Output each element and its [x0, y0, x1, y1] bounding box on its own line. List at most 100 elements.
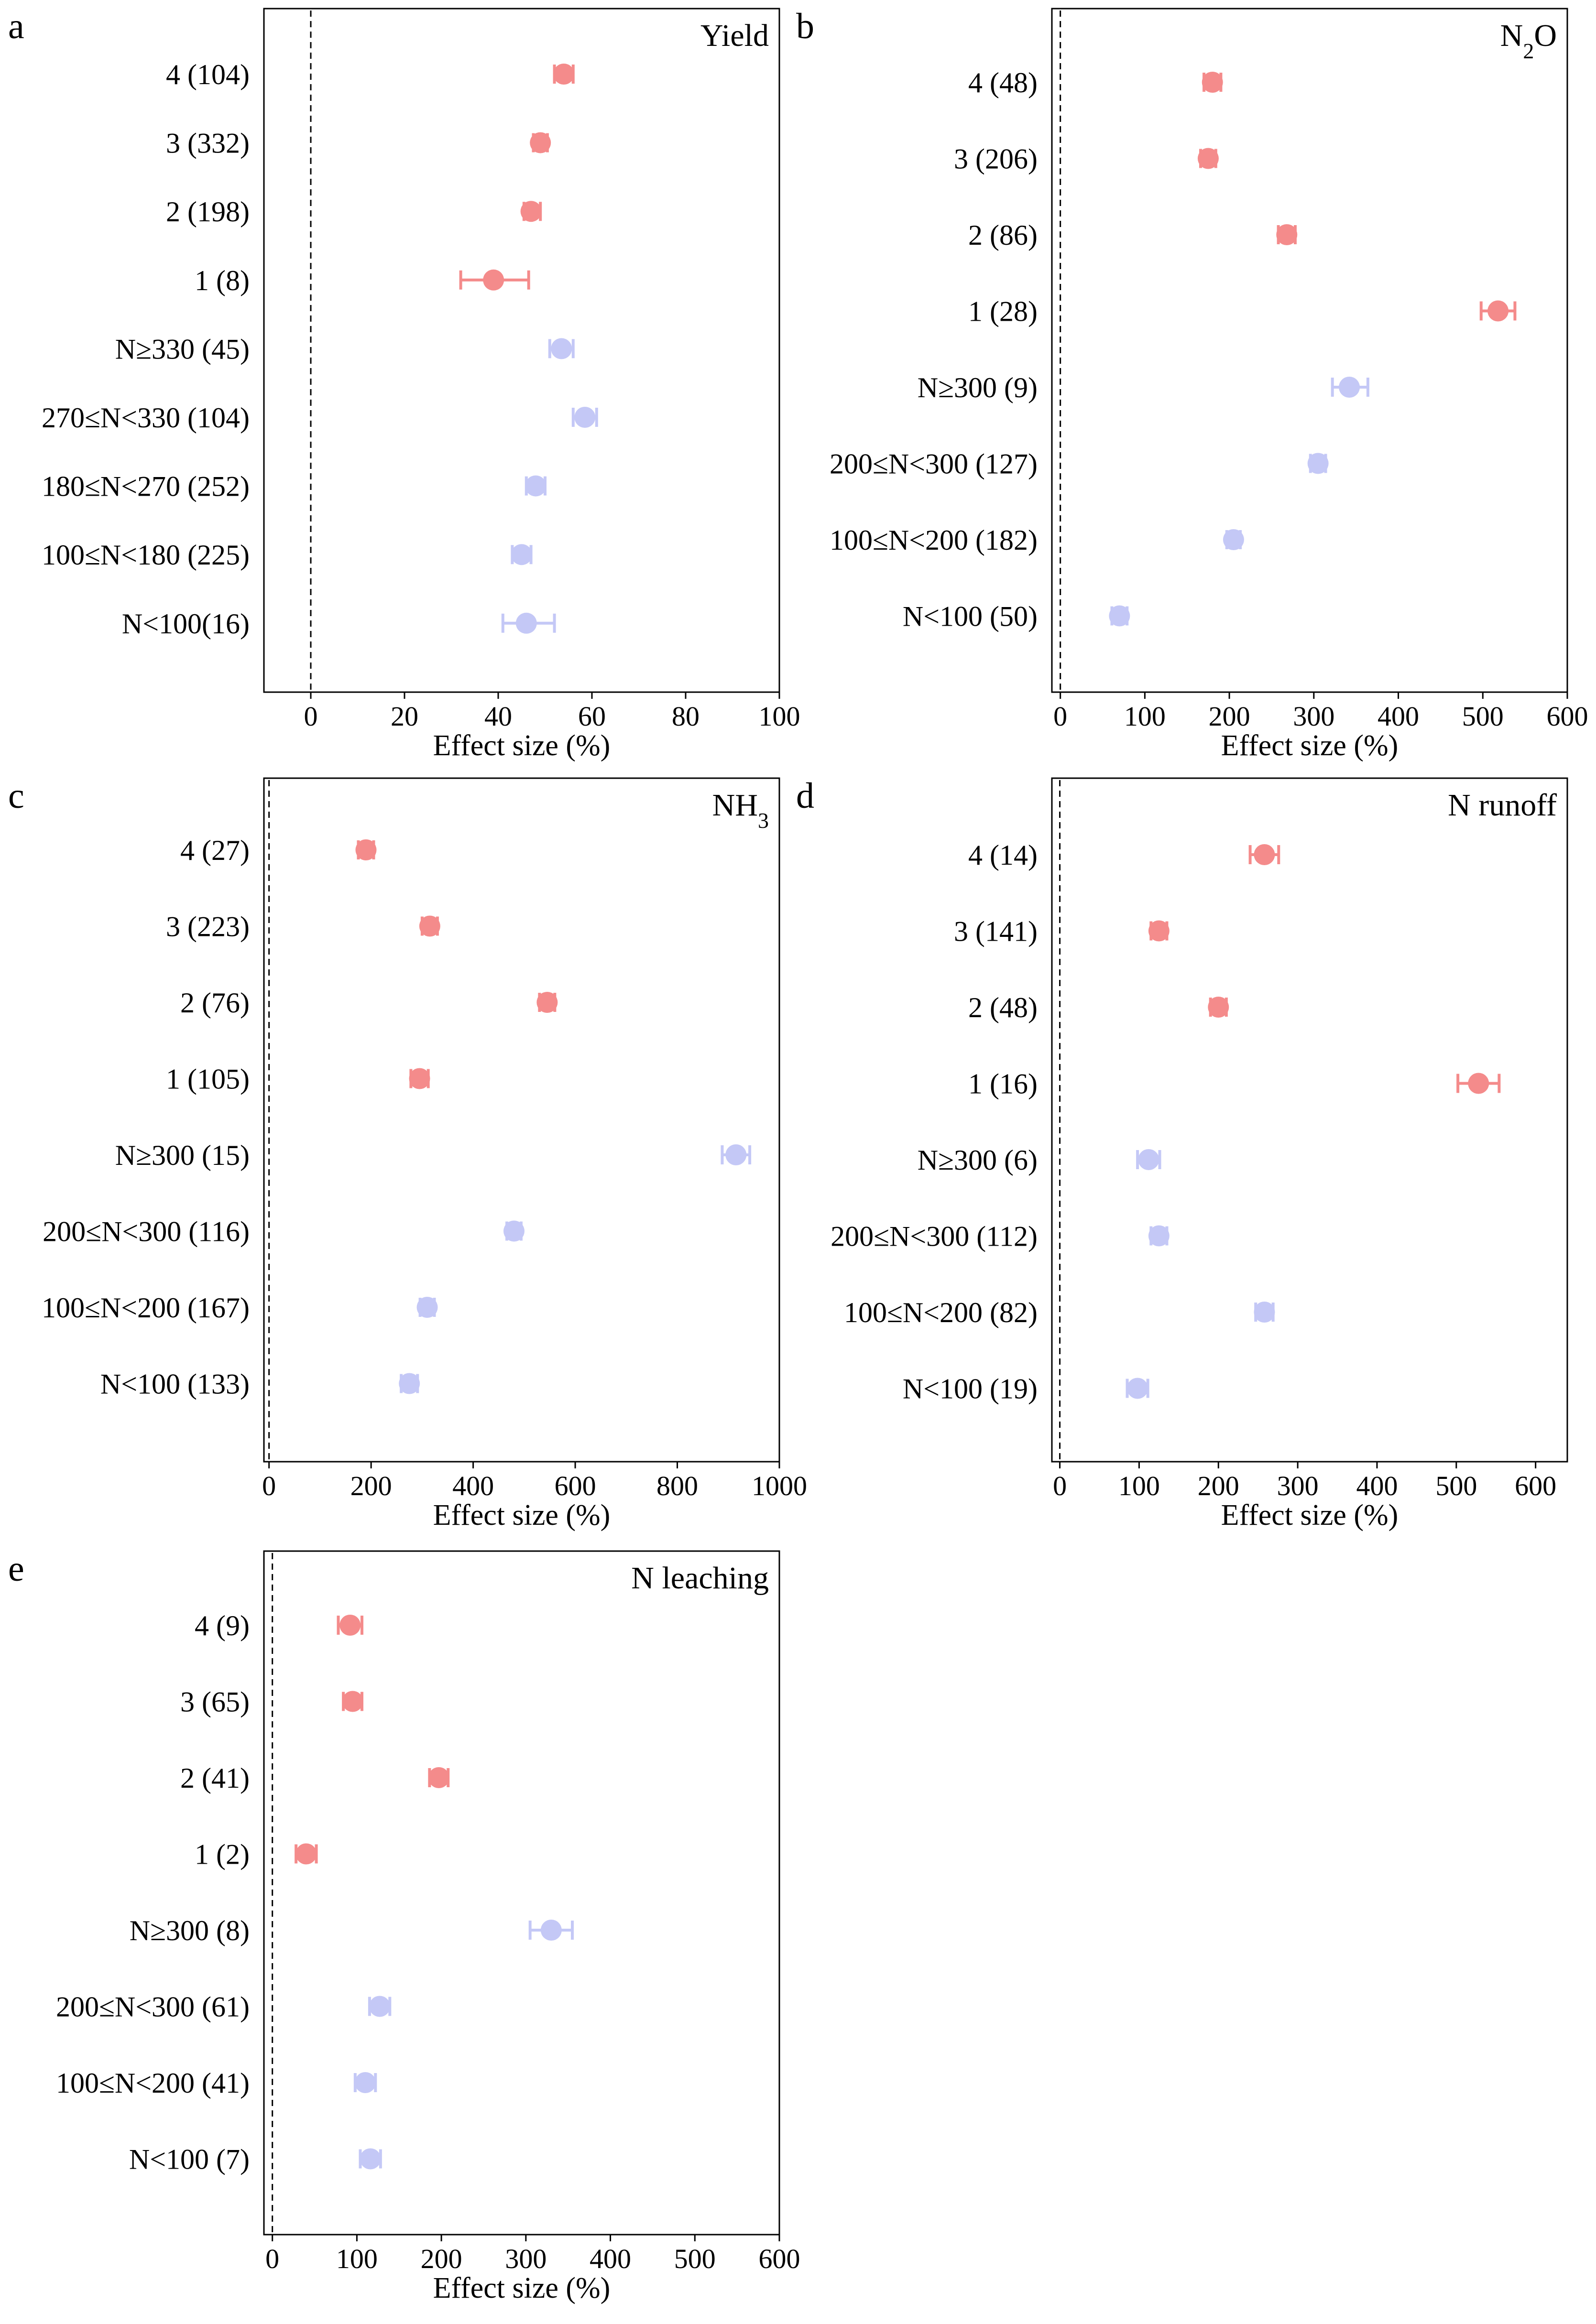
category-label: 3 (141)	[954, 916, 1038, 947]
x-axis-label: Effect size (%)	[433, 2272, 611, 2304]
category-label: 3 (332)	[166, 128, 250, 159]
x-tick-label: 0	[262, 1470, 276, 1501]
category-label: 4 (48)	[968, 67, 1038, 98]
effect-point	[1339, 377, 1360, 398]
category-label: 270≤N<330 (104)	[42, 402, 250, 434]
x-tick-label: 80	[672, 701, 700, 732]
effect-point	[725, 1144, 747, 1165]
category-label: 2 (86)	[968, 219, 1038, 251]
panel-letter: a	[8, 6, 24, 46]
effect-point	[1254, 844, 1275, 865]
category-label: N<100 (133)	[100, 1368, 250, 1400]
effect-point	[1138, 1149, 1159, 1170]
effect-point	[360, 2148, 381, 2170]
effect-point	[511, 544, 532, 565]
panel-title: Yield	[700, 18, 769, 53]
effect-point	[419, 915, 440, 937]
x-tick-label: 400	[590, 2243, 631, 2274]
x-axis-label: Effect size (%)	[1221, 1499, 1399, 1531]
category-label: 2 (41)	[180, 1762, 250, 1794]
x-tick-label: 0	[1053, 1470, 1067, 1501]
panel-e: e N leaching 0 100 200 300 400 500 600 Effect siz…	[8, 1549, 800, 2304]
category-label: 200≤N<300 (112)	[831, 1221, 1038, 1252]
effect-point	[1148, 920, 1170, 942]
x-tick-label: 100	[759, 701, 800, 732]
plot-frame	[1051, 8, 1568, 693]
category-label: 1 (2)	[195, 1839, 250, 1870]
category-label: 2 (76)	[180, 987, 250, 1019]
category-label: N<100 (7)	[129, 2144, 250, 2175]
effect-point	[428, 1767, 449, 1788]
category-label: 100≤N<200 (167)	[42, 1292, 250, 1324]
effect-point	[1208, 997, 1229, 1018]
category-label: 3 (223)	[166, 911, 250, 943]
effect-point	[1254, 1302, 1275, 1323]
category-label: 4 (104)	[166, 59, 250, 90]
category-label: 4 (9)	[195, 1610, 250, 1641]
x-tick-label: 500	[1462, 701, 1504, 732]
x-tick-label: 0	[1053, 701, 1067, 732]
x-tick-label: 400	[1356, 1470, 1398, 1501]
effect-point	[515, 612, 537, 634]
category-label: 100≤N<200 (41)	[56, 2067, 250, 2099]
panel-c: c NH3 0 200 400 600 800 1000 Effect size (%) 4 (2…	[8, 776, 807, 1531]
category-label: 3 (65)	[180, 1686, 250, 1718]
category-label: 4 (27)	[180, 835, 250, 866]
x-tick-label: 400	[1377, 701, 1419, 732]
effect-point	[520, 201, 542, 222]
effect-point	[525, 475, 547, 497]
category-label: 200≤N<300 (61)	[56, 1991, 250, 2023]
category-label: 100≤N<200 (182)	[830, 524, 1038, 556]
effect-point	[536, 992, 558, 1013]
category-label: 200≤N<300 (127)	[830, 448, 1038, 480]
effect-point	[1307, 453, 1329, 474]
category-label: N≥330 (45)	[115, 333, 250, 365]
category-label: 4 (14)	[968, 839, 1038, 871]
x-tick-label: 100	[336, 2243, 378, 2274]
x-tick-label: 500	[674, 2243, 716, 2274]
x-tick-label: 20	[391, 701, 418, 732]
x-axis-label: Effect size (%)	[433, 729, 611, 762]
x-axis-label: Effect size (%)	[1221, 729, 1399, 762]
category-label: 1 (8)	[195, 265, 250, 296]
effect-point	[295, 1843, 317, 1865]
effect-point	[1468, 1073, 1489, 1094]
effect-point	[574, 407, 596, 428]
effect-point	[1487, 300, 1509, 322]
panel-a: a Yield 0 20 40 60 80 100 Effect size (%) 4 (104)…	[8, 6, 800, 762]
x-tick-label: 800	[656, 1470, 698, 1501]
x-tick-label: 600	[1515, 1470, 1556, 1501]
x-tick-label: 600	[555, 1470, 596, 1501]
category-label: 180≤N<270 (252)	[42, 471, 250, 502]
effect-point	[369, 1996, 391, 2017]
x-tick-label: 0	[304, 701, 318, 732]
effect-point	[551, 338, 572, 359]
effect-point	[339, 1615, 361, 1636]
panel-title: N runoff	[1448, 788, 1557, 823]
x-tick-label: 0	[265, 2243, 279, 2274]
category-label: 100≤N<180 (225)	[42, 539, 250, 571]
effect-point	[1202, 72, 1223, 93]
x-tick-label: 400	[452, 1470, 494, 1501]
category-label: 2 (48)	[968, 992, 1038, 1023]
effect-point	[355, 2072, 376, 2093]
x-tick-label: 200	[350, 1470, 392, 1501]
category-label: N≥300 (9)	[918, 372, 1038, 403]
category-label: N<100 (19)	[903, 1373, 1038, 1405]
x-tick-label: 300	[505, 2243, 547, 2274]
x-tick-label: 500	[1435, 1470, 1477, 1501]
title-suffix: O	[1534, 18, 1557, 53]
effect-point	[1276, 224, 1298, 245]
panel-letter: b	[796, 6, 814, 46]
title-subscript: 2	[1523, 39, 1534, 63]
x-tick-label: 600	[759, 2243, 800, 2274]
category-label: 2 (198)	[166, 196, 250, 228]
panel-letter: e	[8, 1549, 24, 1589]
effect-point	[1148, 1225, 1170, 1247]
effect-point	[409, 1068, 430, 1089]
plot-frame	[263, 1550, 780, 2236]
x-tick-label: 1000	[752, 1470, 807, 1501]
category-label: N≥300 (8)	[130, 1915, 250, 1946]
category-label: 100≤N<200 (82)	[844, 1297, 1038, 1328]
x-tick-label: 100	[1118, 1470, 1160, 1501]
